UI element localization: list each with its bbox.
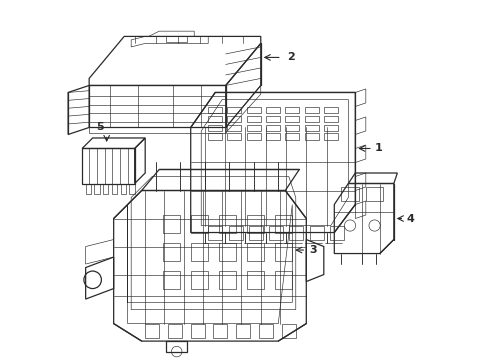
Bar — [305, 116, 318, 122]
Bar — [247, 125, 261, 131]
Bar — [247, 107, 261, 113]
Text: 2: 2 — [287, 53, 295, 62]
Bar — [324, 107, 338, 113]
Bar — [305, 134, 318, 140]
Text: 5: 5 — [96, 122, 103, 132]
Bar — [366, 187, 383, 201]
Bar — [247, 271, 264, 289]
Bar — [285, 134, 299, 140]
Bar — [247, 215, 264, 233]
Bar — [275, 243, 292, 261]
Bar — [208, 107, 222, 113]
Text: 1: 1 — [374, 144, 382, 153]
Bar — [247, 243, 264, 261]
Bar — [324, 125, 338, 131]
Bar — [208, 125, 222, 131]
Bar — [266, 125, 280, 131]
Bar — [275, 271, 292, 289]
Text: 3: 3 — [310, 245, 318, 255]
Bar — [275, 215, 292, 233]
Bar — [219, 215, 236, 233]
Bar — [227, 125, 242, 131]
Bar — [219, 271, 236, 289]
Bar — [163, 271, 180, 289]
Bar — [163, 243, 180, 261]
Bar — [247, 116, 261, 122]
Bar — [227, 116, 242, 122]
Bar — [324, 134, 338, 140]
Bar — [266, 107, 280, 113]
Bar — [285, 116, 299, 122]
Bar — [305, 125, 318, 131]
Bar — [227, 134, 242, 140]
Bar — [342, 187, 359, 201]
Bar — [208, 134, 222, 140]
Bar — [219, 243, 236, 261]
Bar — [305, 107, 318, 113]
Bar — [163, 215, 180, 233]
Bar — [191, 215, 208, 233]
Bar — [166, 36, 187, 42]
Bar — [208, 116, 222, 122]
Bar — [191, 271, 208, 289]
Bar — [247, 134, 261, 140]
Bar — [266, 116, 280, 122]
Bar — [266, 134, 280, 140]
Bar — [191, 243, 208, 261]
Text: 4: 4 — [406, 213, 414, 224]
Bar — [227, 107, 242, 113]
Bar — [285, 125, 299, 131]
Bar — [285, 107, 299, 113]
Bar — [324, 116, 338, 122]
